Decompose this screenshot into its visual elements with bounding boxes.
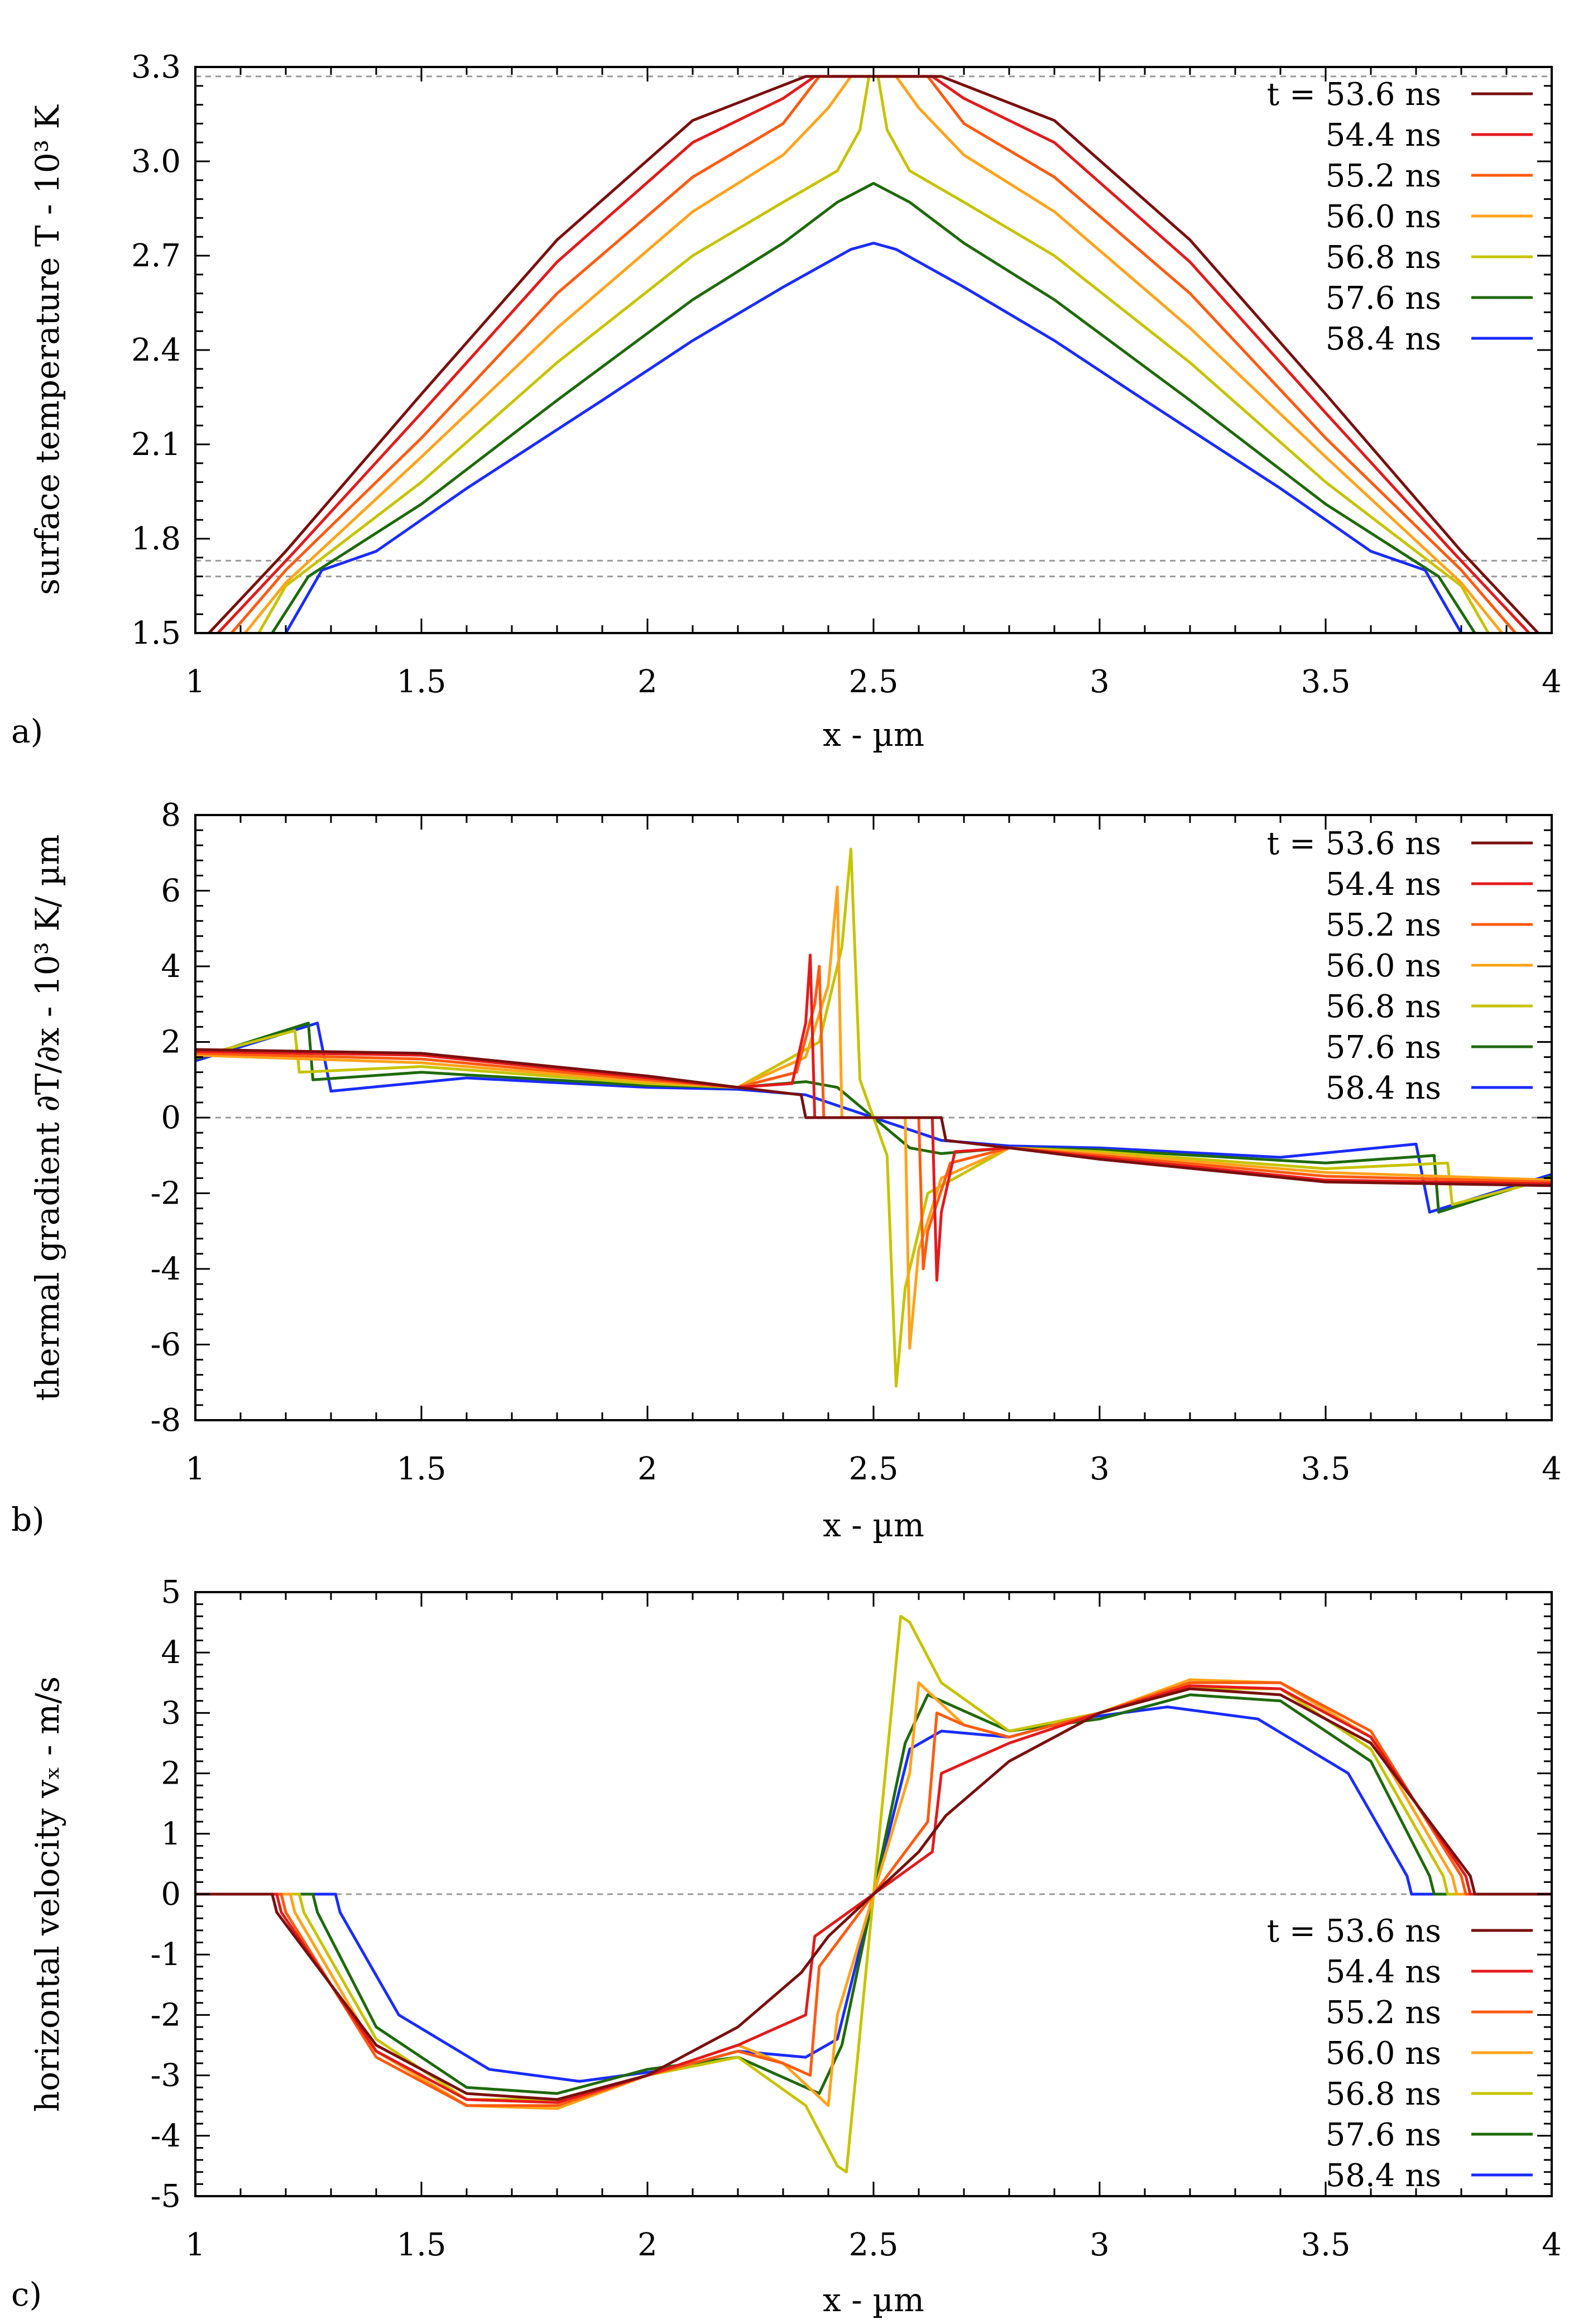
y-tick-label: -3 (150, 2058, 181, 2094)
x-tick-label: 1.5 (396, 664, 446, 700)
y-tick-label: -5 (150, 2178, 181, 2215)
x-tick-label: 3 (1090, 1451, 1110, 1487)
legend-label-3: 55.2 ns (1326, 907, 1441, 943)
y-axis-title: thermal gradient ∂T/∂x - 10³ K/ µm (28, 835, 66, 1401)
x-axis-title: x - µm (823, 1506, 924, 1544)
y-tick-label: -8 (150, 1402, 181, 1439)
y-tick-label: 8 (161, 797, 181, 833)
series-group (195, 847, 1552, 1388)
legend-label-3: 55.2 ns (1326, 1995, 1441, 2031)
y-tick-label: -4 (150, 2118, 181, 2154)
legend-label-3: 55.2 ns (1326, 158, 1441, 194)
y-tick-label: 1.5 (131, 615, 181, 651)
y-tick-label: 3.0 (131, 143, 181, 180)
panel-label: b) (11, 1501, 45, 1539)
y-tick-label: 5 (161, 1574, 181, 1611)
x-axis-title: x - µm (823, 2281, 924, 2319)
x-tick-label: 4 (1542, 2227, 1562, 2263)
legend-label-4: 56.0 ns (1326, 948, 1441, 984)
x-tick-label: 3.5 (1301, 1451, 1350, 1487)
y-tick-label: 0 (161, 1100, 181, 1136)
chart-panel-2: 1 1.5 2 2.5 3 3.5 4 -8 -6 -4 -2 0 2 4 6 8 x - µm thermal … (11, 797, 1562, 1544)
legend-label-1: t = 53.6 ns (1267, 826, 1441, 862)
x-tick-label: 3 (1090, 664, 1110, 700)
y-tick-label: -1 (150, 1937, 181, 1973)
y-tick-label: 4 (161, 1635, 181, 1671)
y-tick-label: 2 (161, 1024, 181, 1061)
x-tick-label: 2.5 (848, 664, 898, 700)
panel-label: a) (11, 712, 43, 750)
x-tick-label: 3.5 (1301, 2227, 1350, 2263)
legend-label-6: 57.6 ns (1326, 1029, 1441, 1066)
y-tick-label: 4 (161, 948, 181, 985)
x-tick-label: 1 (185, 1451, 205, 1487)
y-tick-label: 2.4 (131, 332, 181, 368)
y-tick-label: 6 (161, 873, 181, 909)
legend-label-4: 56.0 ns (1326, 2035, 1441, 2072)
x-tick-label: 4 (1542, 664, 1562, 700)
y-tick-label: -2 (150, 1997, 181, 2033)
legend: t = 53.6 ns 54.4 ns 55.2 ns 56.0 ns 56.8 ns 5… (1267, 76, 1533, 357)
x-tick-label: 1 (185, 2227, 205, 2263)
legend-label-7: 58.4 ns (1326, 1070, 1441, 1106)
series-line-5 (257, 75, 1490, 633)
legend-label-5: 56.8 ns (1326, 239, 1441, 276)
x-tick-label: 2.5 (848, 1451, 898, 1487)
legend: t = 53.6 ns 54.4 ns 55.2 ns 56.0 ns 56.8 ns 5… (1267, 826, 1533, 1106)
y-tick-label: 2.1 (131, 427, 181, 463)
y-tick-label: -2 (150, 1176, 181, 1212)
legend: t = 53.6 ns 54.4 ns 55.2 ns 56.0 ns 56.8 ns 5… (1267, 1913, 1533, 2194)
y-tick-label: 1.8 (131, 521, 181, 557)
series-line-6 (271, 181, 1476, 633)
x-tick-label: 3.5 (1301, 664, 1350, 700)
y-tick-label: -4 (150, 1251, 181, 1287)
y-axis-title: surface temperature T - 10³ K (28, 104, 66, 595)
series-line-3 (230, 75, 1517, 633)
legend-label-1: t = 53.6 ns (1267, 1913, 1441, 1949)
legend-label-2: 54.4 ns (1326, 866, 1441, 903)
legend-label-2: 54.4 ns (1326, 1954, 1441, 1990)
series-line-1 (195, 1048, 1552, 1187)
series-group (195, 1614, 1552, 2174)
x-tick-label: 3 (1090, 2227, 1110, 2263)
legend-label-1: t = 53.6 ns (1267, 76, 1441, 113)
chart-panel-1: 1 1.5 2 2.5 3 3.5 41.51.82.12.42.73.03.3x - µm… (11, 49, 1562, 754)
x-tick-label: 1.5 (396, 1451, 446, 1487)
series-line-1 (195, 1687, 1552, 2101)
legend-label-5: 56.8 ns (1326, 2076, 1441, 2112)
legend-label-6: 57.6 ns (1326, 2117, 1441, 2153)
x-tick-label: 4 (1542, 1451, 1562, 1487)
y-tick-label: 1 (161, 1816, 181, 1852)
series-line-7 (284, 242, 1463, 633)
legend-label-4: 56.0 ns (1326, 199, 1441, 235)
x-tick-label: 2 (637, 1451, 658, 1487)
legend-label-7: 58.4 ns (1326, 321, 1441, 357)
legend-label-6: 57.6 ns (1326, 280, 1441, 317)
legend-label-2: 54.4 ns (1326, 117, 1441, 154)
x-tick-label: 1.5 (396, 2227, 446, 2263)
y-tick-label: -6 (150, 1327, 181, 1363)
legend-label-5: 56.8 ns (1326, 989, 1441, 1025)
y-tick-label: 3.3 (131, 49, 181, 85)
y-tick-label: 2.7 (131, 238, 181, 274)
x-axis-title: x - µm (823, 716, 924, 754)
x-tick-label: 2.5 (848, 2227, 898, 2263)
chart-panel-3: 1 1.5 2 2.5 3 3.5 4 -5 -4 -3 -2 -1 0 1 2 3 4 5 x - µm horiz… (11, 1574, 1562, 2319)
x-tick-label: 1 (185, 664, 205, 700)
y-axis-title: horizontal velocity vₓ - m/s (28, 1676, 66, 2112)
y-tick-label: 3 (161, 1695, 181, 1731)
x-tick-label: 2 (637, 2227, 658, 2263)
x-tick-label: 2 (637, 664, 658, 700)
y-tick-label: 2 (161, 1756, 181, 1792)
legend-label-7: 58.4 ns (1326, 2158, 1441, 2194)
series-line-4 (244, 75, 1503, 633)
panel-label: c) (11, 2275, 42, 2313)
y-tick-label: 0 (161, 1876, 181, 1913)
